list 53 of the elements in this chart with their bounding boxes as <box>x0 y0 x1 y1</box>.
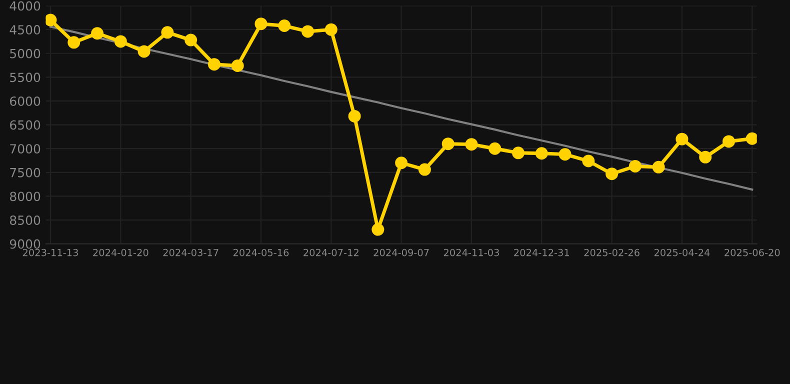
point <box>558 148 572 161</box>
point <box>138 45 150 58</box>
x-tick-label: 2024-07-12 <box>304 248 358 256</box>
point <box>628 160 642 172</box>
y-tick-label: 6000 <box>10 96 40 106</box>
x-tick-label: 2024-05-16 <box>233 248 289 256</box>
x-tick-label: 2024-03-17 <box>163 248 218 256</box>
y-tick-label: 4000 <box>10 1 40 11</box>
y-tick-label: 5500 <box>10 72 40 82</box>
point <box>208 58 220 71</box>
point <box>488 142 502 155</box>
point <box>582 154 595 168</box>
y-tick-label: 9000 <box>10 239 40 249</box>
point <box>91 27 104 40</box>
point <box>535 147 548 160</box>
point <box>676 132 688 146</box>
point <box>699 150 712 164</box>
point <box>372 223 384 236</box>
point <box>324 23 338 36</box>
x-tick-label: 2024-09-07 <box>374 248 429 256</box>
x-tick-label: 2024-11-03 <box>444 248 499 256</box>
point <box>418 163 431 176</box>
x-tick-label: 2025-06-20 <box>724 248 780 256</box>
point <box>302 25 314 38</box>
x-tick-label: 2025-02-26 <box>584 248 640 256</box>
x-tick-label: 2023-11-13 <box>22 248 78 256</box>
point <box>161 26 174 39</box>
y-tick-label: 6500 <box>10 120 40 130</box>
x-tick-label: 2024-01-20 <box>93 248 148 256</box>
point <box>231 60 244 72</box>
point <box>746 132 757 145</box>
point <box>512 146 525 160</box>
y-tick-label: 7500 <box>10 168 40 178</box>
x-tick-label: 2025-04-24 <box>654 248 710 256</box>
point <box>46 14 57 26</box>
y-tick-label: 5000 <box>10 48 40 58</box>
y-tick-label: 4500 <box>10 25 40 34</box>
x-tick-label: 2024-12-31 <box>514 248 569 256</box>
point <box>278 20 291 32</box>
point <box>68 36 80 49</box>
point <box>722 135 736 148</box>
y-tick-label: 8000 <box>10 192 40 202</box>
point <box>254 18 268 30</box>
y-tick-label: 7000 <box>10 144 40 154</box>
point <box>348 110 361 122</box>
point <box>184 34 198 46</box>
point <box>652 160 665 174</box>
point <box>465 138 478 151</box>
point <box>114 35 127 48</box>
point <box>606 168 618 180</box>
point <box>442 138 454 150</box>
point <box>395 156 408 170</box>
y-tick-label: 8500 <box>10 216 40 225</box>
